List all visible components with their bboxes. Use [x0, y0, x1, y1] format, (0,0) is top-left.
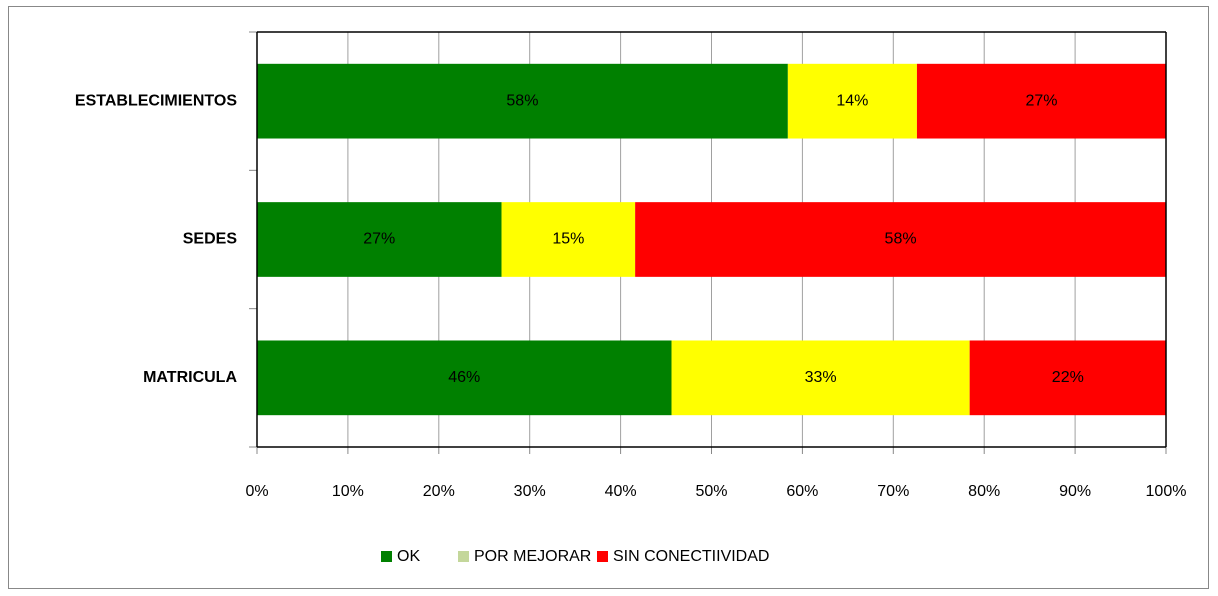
- category-label: ESTABLECIMIENTOS: [75, 92, 237, 109]
- bar-segment: [787, 63, 917, 139]
- data-label: 58%: [885, 231, 917, 248]
- legend-swatch: [381, 551, 392, 562]
- x-tick-label: 90%: [1059, 483, 1091, 500]
- x-tick-label: 60%: [786, 483, 818, 500]
- legend-swatch: [458, 551, 469, 562]
- bar-segment: [257, 63, 788, 139]
- data-label: 27%: [363, 231, 395, 248]
- x-tick-label: 50%: [695, 483, 727, 500]
- x-tick-label: 40%: [605, 483, 637, 500]
- data-label: 22%: [1052, 369, 1084, 386]
- data-label: 27%: [1025, 92, 1057, 109]
- legend-label: POR MEJORAR: [474, 548, 591, 565]
- category-label: MATRICULA: [143, 369, 237, 386]
- bar-segment: [635, 202, 1166, 277]
- x-tick-label: 70%: [877, 483, 909, 500]
- data-label: 14%: [836, 92, 868, 109]
- bar-segment: [969, 340, 1166, 416]
- legend-label: OK: [397, 548, 420, 565]
- data-label: 46%: [448, 369, 480, 386]
- bar-segment: [671, 340, 970, 416]
- bar-segment: [916, 63, 1166, 139]
- bar-segment: [257, 202, 502, 277]
- category-label: SEDES: [183, 231, 238, 248]
- x-tick-label: 100%: [1146, 483, 1187, 500]
- legend-swatch: [597, 551, 608, 562]
- legend-label: SIN CONECTIIVIDAD: [613, 548, 769, 565]
- x-tick-label: 30%: [514, 483, 546, 500]
- data-label: 58%: [506, 92, 538, 109]
- x-tick-label: 80%: [968, 483, 1000, 500]
- x-tick-label: 10%: [332, 483, 364, 500]
- data-label: 15%: [552, 231, 584, 248]
- x-tick-label: 0%: [245, 483, 268, 500]
- data-label: 33%: [805, 369, 837, 386]
- x-tick-label: 20%: [423, 483, 455, 500]
- bar-segment: [257, 340, 672, 416]
- bar-segment: [501, 202, 636, 277]
